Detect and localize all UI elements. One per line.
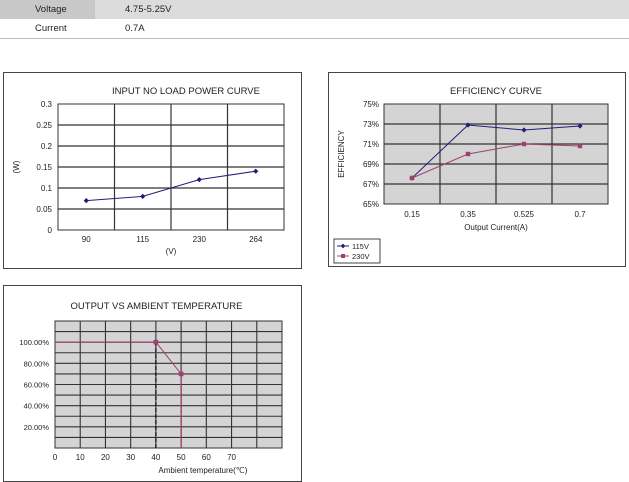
- table-divider: [0, 38, 629, 39]
- x-tick-label: 30: [126, 453, 135, 462]
- data-point: [465, 151, 471, 157]
- data-point: [153, 339, 159, 345]
- chart-title: OUTPUT VS AMBIENT TEMPERATURE: [71, 301, 243, 312]
- data-point: [409, 175, 415, 181]
- data-point: [140, 193, 146, 199]
- data-point: [577, 143, 583, 149]
- legend-swatch-marker: [341, 254, 345, 258]
- x-tick-label: 264: [249, 235, 263, 244]
- x-axis-label: Ambient temperature(℃): [158, 466, 247, 475]
- x-tick-label: 70: [227, 453, 236, 462]
- y-tick-label: 0.1: [41, 184, 53, 193]
- y-tick-label: 67%: [363, 180, 379, 189]
- spec-row-current: Current 0.7A: [0, 19, 629, 38]
- y-axis-label: EFFICIENCY: [337, 130, 346, 178]
- y-tick-label: 0.2: [41, 142, 53, 151]
- chart-title: INPUT NO LOAD POWER CURVE: [112, 86, 260, 97]
- x-tick-label: 230: [193, 235, 207, 244]
- spec-value-voltage: 4.75-5.25V: [125, 4, 172, 15]
- efficiency-chart: EFFICIENCY CURVE 65% 67% 69% 71% 73% 75% 0.15 0.…: [328, 72, 626, 267]
- y-tick-label: 0.05: [36, 205, 52, 214]
- x-tick-label: 20: [101, 453, 110, 462]
- x-tick-label: 0.525: [514, 210, 535, 219]
- y-tick-label: 73%: [363, 120, 379, 129]
- x-tick-label: 0.7: [574, 210, 586, 219]
- output-vs-ambient-temperature-chart: OUTPUT VS AMBIENT TEMPERATURE 20.00% 40.00…: [3, 285, 302, 482]
- input-no-load-power-chart-svg: INPUT NO LOAD POWER CURVE 0 0.05 0.1 0.15 0.2…: [12, 86, 285, 256]
- legend-label: 115V: [352, 242, 369, 251]
- x-tick-label: 0.35: [460, 210, 476, 219]
- data-point: [178, 371, 184, 377]
- y-tick-label: 100.00%: [19, 338, 49, 347]
- y-tick-label: 60.00%: [24, 381, 50, 390]
- y-tick-label: 69%: [363, 160, 379, 169]
- spec-row-voltage: Voltage 4.75-5.25V: [0, 0, 629, 19]
- output-vs-ambient-temperature-chart-svg: OUTPUT VS AMBIENT TEMPERATURE 20.00% 40.00…: [19, 301, 283, 475]
- x-tick-label: 0: [53, 453, 58, 462]
- chart-title: EFFICIENCY CURVE: [450, 86, 542, 97]
- y-tick-label: 0.15: [36, 163, 52, 172]
- y-tick-label: 65%: [363, 200, 379, 209]
- spec-label-cell: [0, 0, 95, 19]
- y-tick-label: 0: [48, 226, 53, 235]
- x-axis-label: Output Current(A): [464, 223, 528, 232]
- efficiency-chart-svg: EFFICIENCY CURVE 65% 67% 69% 71% 73% 75% 0.15 0.…: [333, 86, 609, 264]
- series-line: [411, 124, 581, 179]
- series-line: [411, 143, 581, 179]
- x-tick-label: 50: [177, 453, 186, 462]
- y-tick-label: 40.00%: [24, 402, 50, 411]
- y-tick-label: 0.25: [36, 121, 52, 130]
- data-point: [465, 122, 471, 128]
- x-tick-label: 115: [136, 235, 149, 244]
- x-axis-label: (V): [166, 247, 177, 256]
- y-tick-label: 80.00%: [24, 359, 50, 368]
- y-tick-label: 71%: [363, 140, 379, 149]
- data-point: [83, 198, 89, 204]
- data-point: [196, 177, 202, 183]
- legend-label: 230V: [352, 252, 370, 261]
- series-line: [86, 170, 256, 202]
- data-point: [521, 127, 527, 133]
- x-tick-label: 40: [151, 453, 160, 462]
- data-point: [521, 141, 527, 147]
- y-tick-label: 0.3: [41, 100, 53, 109]
- x-tick-label: 60: [202, 453, 211, 462]
- y-tick-label: 75%: [363, 100, 379, 109]
- x-tick-label: 10: [76, 453, 85, 462]
- spec-label-voltage: Voltage: [35, 4, 67, 15]
- x-tick-label: 90: [82, 235, 91, 244]
- x-tick-label: 0.15: [404, 210, 420, 219]
- data-point: [577, 123, 583, 129]
- y-tick-label: 20.00%: [24, 423, 50, 432]
- spec-value-current: 0.7A: [125, 23, 145, 34]
- legend-box: [333, 238, 381, 264]
- spec-label-current: Current: [35, 23, 67, 34]
- data-point: [253, 168, 259, 174]
- input-no-load-power-chart: INPUT NO LOAD POWER CURVE 0 0.05 0.1 0.15 0.2…: [3, 72, 302, 269]
- y-axis-label: (W): [12, 160, 21, 173]
